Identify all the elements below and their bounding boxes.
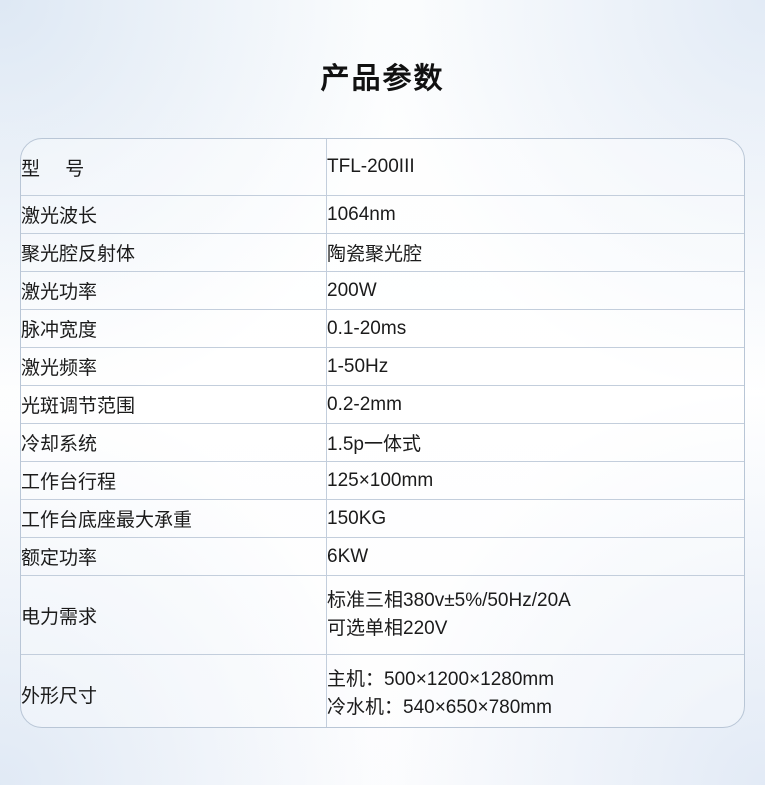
spec-key: 光斑调节范围 <box>21 385 327 424</box>
page-title: 产品参数 <box>320 63 445 95</box>
table-row: 冷却系统 1.5p一体式 <box>21 423 744 462</box>
spec-key: 型 号 <box>21 139 327 196</box>
spec-value: 150KG <box>326 499 744 538</box>
spec-key: 脉冲宽度 <box>21 309 327 348</box>
spec-value: TFL-200III <box>326 139 744 196</box>
spec-value: 200W <box>326 271 744 310</box>
spec-key: 聚光腔反射体 <box>21 233 327 272</box>
spec-key: 激光频率 <box>21 347 327 386</box>
spec-key: 激光功率 <box>21 271 327 310</box>
table-row: 工作台底座最大承重 150KG <box>21 499 744 538</box>
spec-key: 工作台行程 <box>21 461 327 500</box>
spec-value: 陶瓷聚光腔 <box>326 233 744 272</box>
table-row: 激光频率 1-50Hz <box>21 347 744 386</box>
spec-key: 冷却系统 <box>21 423 327 462</box>
spec-table-card: 型 号 TFL-200III 激光波长 1064nm 聚光腔反射体 陶瓷聚光腔 … <box>20 138 745 728</box>
table-row: 额定功率 6KW <box>21 537 744 576</box>
spec-value: 1-50Hz <box>326 347 744 386</box>
spec-value: 1.5p一体式 <box>326 423 744 462</box>
table-row: 电力需求 标准三相380v±5%/50Hz/20A 可选单相220V <box>21 575 744 655</box>
table-row: 工作台行程 125×100mm <box>21 461 744 500</box>
table-row: 聚光腔反射体 陶瓷聚光腔 <box>21 233 744 272</box>
table-row: 外形尺寸 主机：500×1200×1280mm 冷水机：540×650×780m… <box>21 654 744 727</box>
table-row: 激光功率 200W <box>21 271 744 310</box>
table-row: 激光波长 1064nm <box>21 195 744 234</box>
table-row: 型 号 TFL-200III <box>21 139 744 196</box>
spec-value: 125×100mm <box>326 461 744 500</box>
spec-value: 标准三相380v±5%/50Hz/20A 可选单相220V <box>326 575 744 655</box>
spec-key: 工作台底座最大承重 <box>21 499 327 538</box>
spec-key: 激光波长 <box>21 195 327 234</box>
spec-key: 额定功率 <box>21 537 327 576</box>
spec-key: 外形尺寸 <box>21 654 327 727</box>
spec-value: 主机：500×1200×1280mm 冷水机：540×650×780mm <box>327 669 555 718</box>
spec-key: 电力需求 <box>21 575 327 655</box>
spec-value: 0.2-2mm <box>326 385 744 424</box>
spec-value: 6KW <box>326 537 744 576</box>
spec-table: 型 号 TFL-200III 激光波长 1064nm 聚光腔反射体 陶瓷聚光腔 … <box>21 139 744 727</box>
spec-value: 1064nm <box>326 195 744 234</box>
table-row: 光斑调节范围 0.2-2mm <box>21 385 744 424</box>
spec-value: 0.1-20ms <box>326 309 744 348</box>
table-row: 脉冲宽度 0.1-20ms <box>21 309 744 348</box>
